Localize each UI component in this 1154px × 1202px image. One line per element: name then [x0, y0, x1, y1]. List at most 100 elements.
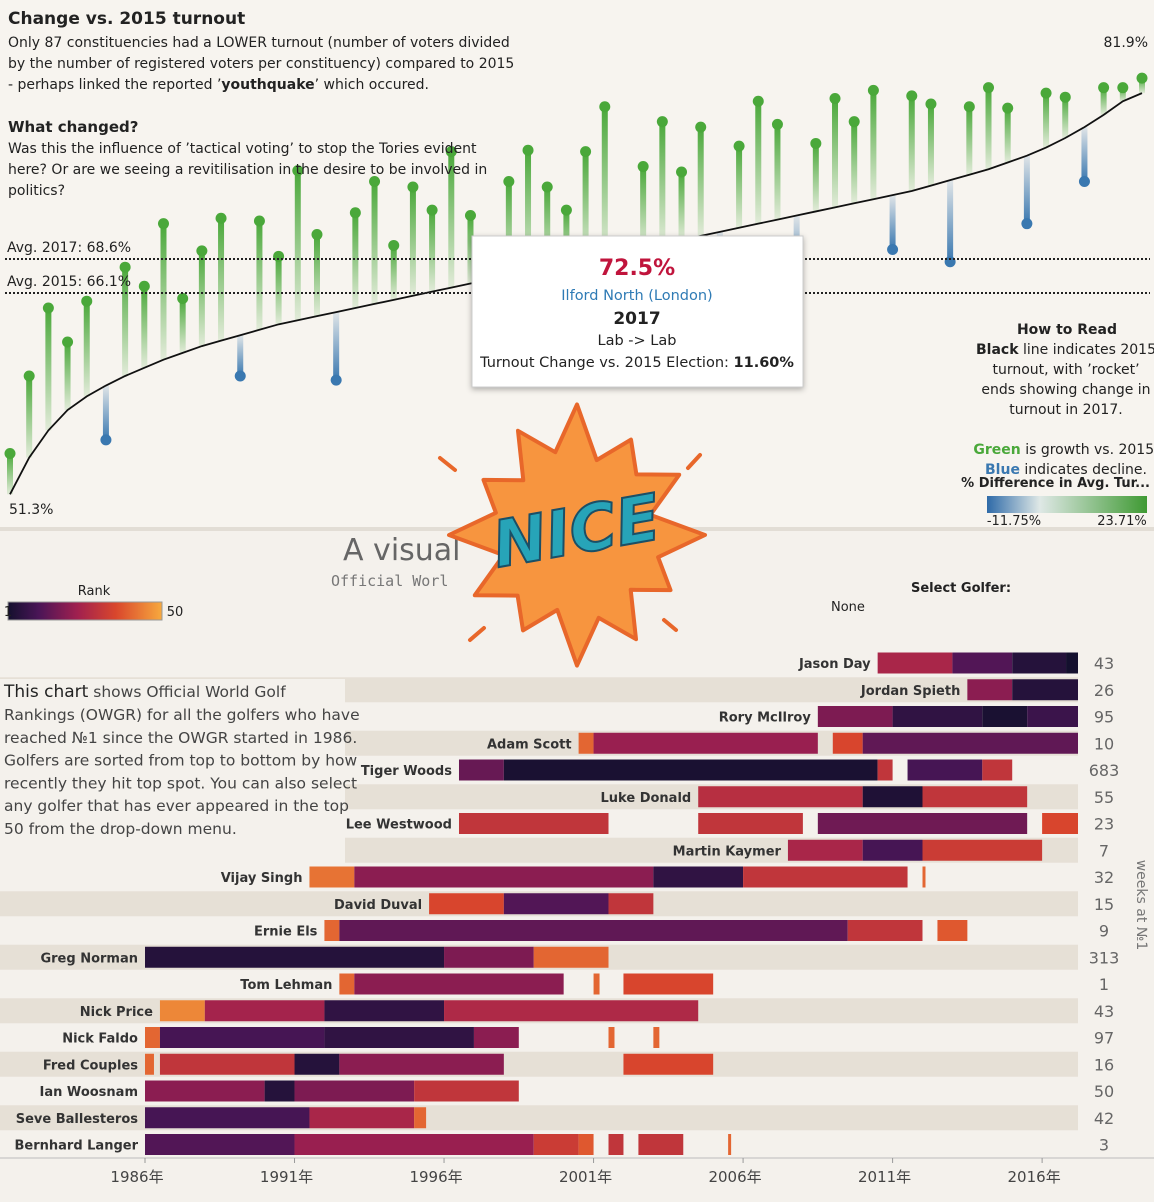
intro-part: shows Official World Golf — [88, 683, 286, 701]
rocket-head — [887, 244, 899, 256]
golfer-name[interactable]: Bernhard Langer — [14, 1138, 138, 1153]
golfer-name[interactable]: Vijay Singh — [221, 871, 303, 886]
golfer-name[interactable]: Lee Westwood — [346, 817, 452, 832]
rocket-trail — [947, 180, 954, 262]
select-value-part: None — [831, 600, 865, 615]
weeks-at-no1: 43 — [1094, 654, 1114, 673]
intro: Golfers are sorted from top to bottom by… — [4, 751, 358, 769]
intro: This chart shows Official World Golf — [3, 682, 286, 702]
rocket-head — [983, 82, 995, 94]
rank-segment — [204, 1000, 325, 1022]
rocket-trail — [141, 286, 148, 368]
rank-segment — [473, 1027, 519, 1048]
select-value[interactable]: None — [831, 600, 865, 615]
rocket-trail — [832, 98, 839, 208]
golfer-name[interactable]: David Duval — [334, 897, 422, 912]
tooltip-party-part: Lab -> Lab — [598, 333, 677, 349]
x-tick-label-part: 2001年 — [559, 1168, 612, 1186]
golfer-name[interactable]: Fred Couples — [43, 1058, 138, 1073]
rocket-head — [695, 121, 707, 133]
how-to-read: Green is growth vs. 2015, — [973, 442, 1154, 458]
rank-segment — [145, 1080, 265, 1102]
min-label-part: 51.3% — [9, 502, 53, 518]
rank-segment — [623, 1053, 714, 1075]
rocket-head — [369, 176, 381, 188]
rank-segment — [608, 1134, 624, 1155]
golfer-name-part: Seve Ballesteros — [16, 1111, 139, 1126]
weeks-at-no1: 1 — [1099, 975, 1109, 994]
rank-segment — [324, 1027, 474, 1048]
rank-segment — [145, 1053, 154, 1075]
rank-segment — [623, 973, 714, 995]
rocket-head — [771, 118, 783, 130]
rank-segment — [982, 759, 1013, 781]
golfer-name[interactable]: Nick Price — [80, 1004, 153, 1019]
how-to-read: Blue indicates decline. — [985, 462, 1147, 478]
golfer-name-part: David Duval — [334, 897, 422, 912]
rocket-trail — [544, 186, 551, 269]
weeks-at-no1-part: 97 — [1094, 1028, 1114, 1047]
how-to-read-part: Black — [976, 342, 1019, 358]
golfer-name[interactable]: Jordan Spieth — [860, 683, 960, 698]
rank-segment — [952, 652, 1013, 674]
rocket-trail — [313, 234, 320, 317]
tooltip-change: Turnout Change vs. 2015 Election: 11.60% — [479, 355, 794, 371]
golfer-name[interactable]: Luke Donald — [601, 790, 692, 805]
weeks-at-no1-part: 15 — [1094, 894, 1114, 913]
rank-segment — [907, 759, 983, 781]
rocket-trail — [908, 95, 915, 192]
rank-legend-max-part: 50 — [167, 605, 184, 620]
golfer-name[interactable]: Seve Ballesteros — [16, 1111, 139, 1126]
x-tick-label-part: 2016年 — [1008, 1168, 1061, 1186]
weeks-at-no1: 9 — [1099, 921, 1109, 940]
weeks-at-no1-part: 43 — [1094, 654, 1114, 673]
x-tick-label: 2006年 — [708, 1168, 761, 1186]
rank-segment — [159, 1053, 295, 1075]
golfer-name[interactable]: Nick Faldo — [62, 1031, 138, 1046]
how-to-read-part: turnout in 2017. — [1009, 402, 1122, 418]
golfer-name[interactable]: Tom Lehman — [240, 978, 332, 993]
rocket-trail — [1081, 127, 1088, 182]
how-to-read-part: indicates decline. — [1020, 462, 1147, 478]
golfer-name[interactable]: Tiger Woods — [361, 764, 452, 779]
weeks-at-no1-part: 55 — [1094, 787, 1114, 806]
rocket-head — [829, 93, 841, 105]
rank-segment — [638, 1134, 684, 1155]
rank-segment — [832, 732, 863, 754]
golfer-name[interactable]: Greg Norman — [40, 951, 138, 966]
rocket-head — [599, 101, 611, 113]
rocket-trail — [697, 127, 704, 236]
rocket-head — [407, 181, 419, 193]
rank-segment — [533, 1134, 579, 1155]
golfer-name[interactable]: Ernie Els — [254, 924, 318, 939]
weeks-at-no1: 3 — [1099, 1135, 1109, 1154]
subtitle: What changed? — [8, 118, 138, 136]
legend-max: 23.71% — [1097, 514, 1147, 529]
golfer-name[interactable]: Jason Day — [798, 657, 871, 672]
weeks-at-no1-part: 26 — [1094, 680, 1114, 699]
sticker-burst — [447, 402, 707, 668]
description-part: Only 87 constituencies had a LOWER turno… — [8, 35, 510, 51]
intro-part: This chart — [3, 682, 89, 702]
golfer-name[interactable]: Rory McIlroy — [719, 710, 812, 725]
rocket-trail — [1062, 97, 1069, 138]
rocket-head — [157, 218, 169, 230]
question-part: Was this the influence of ’tactical voti… — [8, 141, 477, 157]
tooltip-value-part: 72.5% — [599, 256, 675, 281]
golfer-name[interactable]: Ian Woosnam — [40, 1085, 138, 1100]
x-tick-label-part: 2011年 — [858, 1168, 911, 1186]
rank-segment — [264, 1080, 295, 1102]
rocket-head — [119, 261, 131, 273]
weeks-at-no1: 50 — [1094, 1082, 1114, 1101]
rank-segment — [862, 786, 923, 808]
how-to-read-title-part: How to Read — [1017, 322, 1117, 338]
rocket-head — [963, 101, 975, 113]
golfer-name[interactable]: Adam Scott — [487, 737, 572, 752]
rocket-head — [1078, 176, 1090, 188]
golfer-name[interactable]: Martin Kaymer — [673, 844, 782, 859]
rank-segment — [145, 1134, 295, 1155]
rocket-trail — [1043, 93, 1050, 148]
rocket-trail — [640, 166, 647, 249]
weeks-at-no1: 10 — [1094, 734, 1114, 753]
